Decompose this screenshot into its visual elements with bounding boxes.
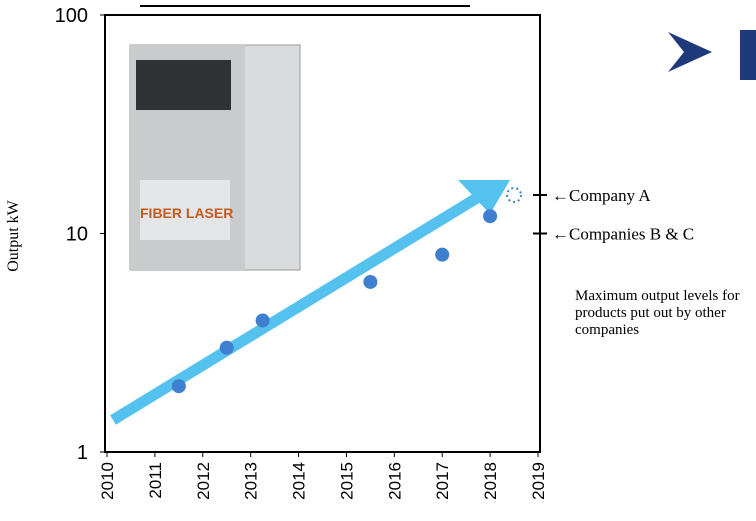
x-tick-label: 2017 xyxy=(433,462,452,500)
svg-text:FIBER LASER: FIBER LASER xyxy=(140,205,233,221)
annotation: ←Companies B & C xyxy=(552,225,694,244)
cropped-heading xyxy=(740,30,756,80)
data-point xyxy=(220,341,234,355)
data-point xyxy=(256,313,270,327)
annotation: ←Company A xyxy=(552,186,651,205)
y-tick-label: 100 xyxy=(55,5,88,27)
chart: FIBER LASER Output kW Maximum output lev… xyxy=(0,0,756,521)
y-tick-label: 1 xyxy=(77,442,88,464)
x-tick-label: 2010 xyxy=(98,462,117,500)
x-tick-label: 2016 xyxy=(385,462,404,500)
x-tick-label: 2011 xyxy=(146,462,165,499)
data-point xyxy=(483,209,497,223)
x-tick-label: 2012 xyxy=(194,462,213,500)
data-point xyxy=(172,379,186,393)
note: Maximum output levels for products put o… xyxy=(575,288,750,339)
x-tick-label: 2013 xyxy=(242,462,261,500)
data-point xyxy=(363,275,377,289)
y-axis-label: Output kW xyxy=(5,199,22,271)
bullet-arrow xyxy=(668,32,712,72)
x-tick-label: 2018 xyxy=(481,462,500,500)
x-tick-label: 2015 xyxy=(337,462,356,500)
x-tick-label: 2014 xyxy=(290,462,309,500)
note-box: Maximum output levels for products put o… xyxy=(575,288,750,358)
data-point xyxy=(507,188,521,202)
y-tick-label: 10 xyxy=(66,224,88,246)
page: FIBER LASER Output kW Maximum output lev… xyxy=(0,0,756,521)
x-tick-label: 2019 xyxy=(529,462,548,500)
data-point xyxy=(435,248,449,262)
laser-image: FIBER LASER xyxy=(130,45,300,270)
